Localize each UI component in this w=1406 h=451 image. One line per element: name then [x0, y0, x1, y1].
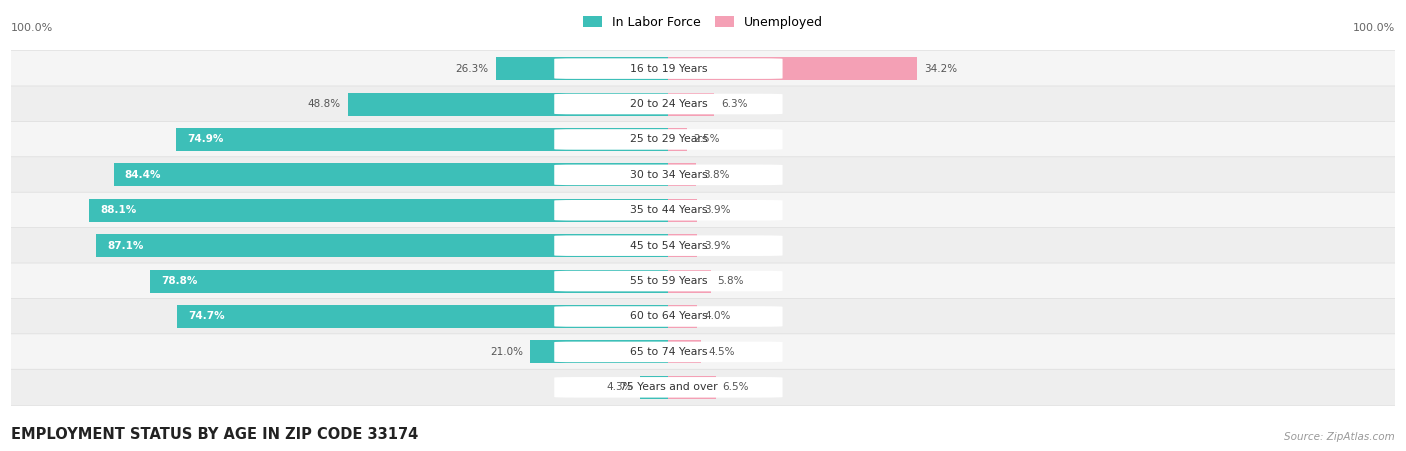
Text: 34.2%: 34.2%: [924, 64, 957, 74]
Text: 6.3%: 6.3%: [721, 99, 748, 109]
Text: EMPLOYMENT STATUS BY AGE IN ZIP CODE 33174: EMPLOYMENT STATUS BY AGE IN ZIP CODE 331…: [11, 427, 419, 442]
Text: 55 to 59 Years: 55 to 59 Years: [630, 276, 707, 286]
FancyBboxPatch shape: [0, 157, 1406, 193]
FancyBboxPatch shape: [554, 235, 783, 256]
Bar: [530, 341, 668, 364]
Bar: [495, 57, 668, 80]
Bar: [668, 163, 696, 186]
FancyBboxPatch shape: [0, 121, 1406, 157]
Bar: [150, 270, 668, 293]
Bar: [114, 163, 668, 186]
FancyBboxPatch shape: [0, 51, 1406, 87]
FancyBboxPatch shape: [554, 377, 783, 398]
Text: 6.5%: 6.5%: [723, 382, 749, 392]
FancyBboxPatch shape: [0, 228, 1406, 264]
Bar: [96, 234, 668, 257]
FancyBboxPatch shape: [554, 200, 783, 221]
Text: 3.8%: 3.8%: [703, 170, 730, 180]
Text: 100.0%: 100.0%: [11, 23, 53, 33]
Text: 74.9%: 74.9%: [187, 134, 224, 144]
Text: 30 to 34 Years: 30 to 34 Years: [630, 170, 707, 180]
FancyBboxPatch shape: [0, 263, 1406, 299]
Bar: [668, 234, 697, 257]
Bar: [668, 341, 702, 364]
Text: 74.7%: 74.7%: [188, 312, 225, 322]
Text: 100.0%: 100.0%: [1353, 23, 1395, 33]
Text: 25 to 29 Years: 25 to 29 Years: [630, 134, 707, 144]
FancyBboxPatch shape: [0, 334, 1406, 370]
Text: 4.3%: 4.3%: [607, 382, 633, 392]
Bar: [668, 270, 710, 293]
Text: 5.8%: 5.8%: [717, 276, 744, 286]
Text: 78.8%: 78.8%: [162, 276, 198, 286]
Text: 35 to 44 Years: 35 to 44 Years: [630, 205, 707, 215]
Text: 20 to 24 Years: 20 to 24 Years: [630, 99, 707, 109]
Bar: [668, 305, 697, 328]
FancyBboxPatch shape: [554, 58, 783, 79]
Text: 26.3%: 26.3%: [456, 64, 489, 74]
FancyBboxPatch shape: [554, 342, 783, 362]
FancyBboxPatch shape: [0, 299, 1406, 335]
FancyBboxPatch shape: [0, 192, 1406, 228]
Bar: [668, 57, 917, 80]
Bar: [668, 376, 716, 399]
Text: 75 Years and over: 75 Years and over: [620, 382, 717, 392]
Text: 3.9%: 3.9%: [703, 241, 730, 251]
FancyBboxPatch shape: [554, 306, 783, 327]
Text: 16 to 19 Years: 16 to 19 Years: [630, 64, 707, 74]
Text: 2.5%: 2.5%: [693, 134, 720, 144]
Text: 84.4%: 84.4%: [125, 170, 162, 180]
Bar: [668, 92, 714, 115]
Bar: [90, 199, 668, 222]
Text: 45 to 54 Years: 45 to 54 Years: [630, 241, 707, 251]
Bar: [177, 305, 668, 328]
Bar: [640, 376, 668, 399]
Bar: [668, 128, 686, 151]
Bar: [668, 199, 697, 222]
Text: 4.5%: 4.5%: [709, 347, 734, 357]
Text: 21.0%: 21.0%: [491, 347, 523, 357]
Bar: [347, 92, 668, 115]
Text: 4.0%: 4.0%: [704, 312, 731, 322]
Text: 48.8%: 48.8%: [308, 99, 340, 109]
Text: 3.9%: 3.9%: [703, 205, 730, 215]
FancyBboxPatch shape: [554, 271, 783, 291]
Text: 88.1%: 88.1%: [100, 205, 136, 215]
Text: 65 to 74 Years: 65 to 74 Years: [630, 347, 707, 357]
FancyBboxPatch shape: [0, 86, 1406, 122]
Text: Source: ZipAtlas.com: Source: ZipAtlas.com: [1284, 432, 1395, 442]
FancyBboxPatch shape: [554, 165, 783, 185]
Text: 60 to 64 Years: 60 to 64 Years: [630, 312, 707, 322]
Bar: [176, 128, 668, 151]
Text: 87.1%: 87.1%: [107, 241, 143, 251]
FancyBboxPatch shape: [0, 369, 1406, 405]
FancyBboxPatch shape: [554, 129, 783, 150]
Legend: In Labor Force, Unemployed: In Labor Force, Unemployed: [578, 11, 828, 34]
FancyBboxPatch shape: [554, 94, 783, 114]
